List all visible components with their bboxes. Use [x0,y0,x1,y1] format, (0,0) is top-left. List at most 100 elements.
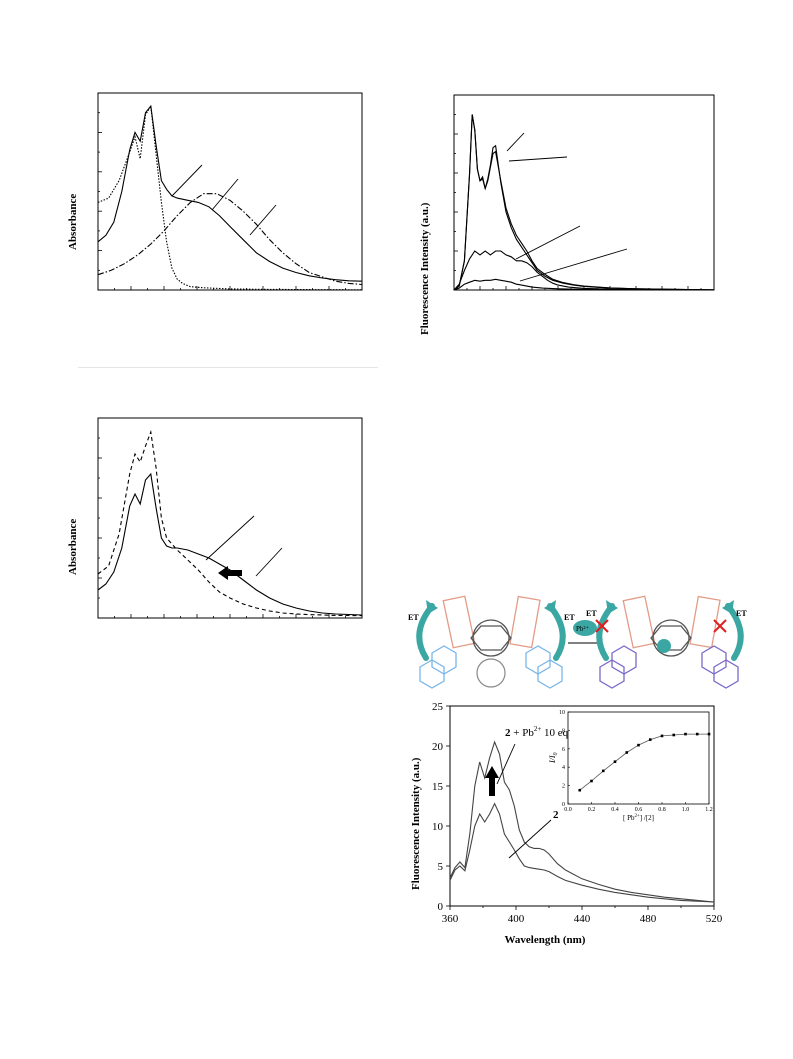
fl-main-annotation-complex: 2 + Pb2+ 10 eq [505,725,569,739]
et-label-right: ET [564,613,575,622]
abs-bot-frame [97,417,363,619]
inset-xtick-label: 0.8 [658,807,666,813]
inset-point [578,788,582,792]
inset-point [672,733,676,737]
inset-point [695,732,699,736]
inset-ytick-label: 8 [562,728,565,734]
right-molecule: ET ET [586,595,747,689]
section-divider [78,367,378,368]
abs-top-pointer-1 [171,164,203,197]
fl-main-xtick-label: 520 [706,913,723,925]
inset-xtick-label: 0.4 [611,807,619,813]
abs-bot-series-0 [97,429,363,617]
inset-ytick-label: 2 [562,784,565,790]
inset-point [660,734,664,738]
fl-main-pointer-free [508,819,552,859]
abs-bot-series-1 [97,472,363,616]
inset-frame [567,711,710,805]
inset-ytick-label: 6 [562,747,565,753]
inset-xlabel-pre: [ Pb [623,814,635,822]
fl-main-annotation-complex-text: + Pb [511,727,535,739]
inset-point [613,760,617,763]
fl-main-ytick-label: 5 [438,861,444,873]
fl-main-ytick-label: 20 [432,741,444,753]
inset-point [625,751,629,754]
pb-addition: Pb²⁺ [568,620,602,644]
fl-main-pointer-complex [496,743,516,785]
fl-main-panel: Fluorescence Intensity (a.u.) Wavelength… [405,700,735,950]
fl-top-pointer-1 [506,132,525,152]
abs-top-ylabel: Absorbance [67,194,79,250]
fl-top-pointer-2 [508,156,568,162]
inset-xtick-label: 0.6 [635,807,643,813]
inset-ytick-label: 0 [562,802,565,808]
pb-label: Pb²⁺ [576,625,589,633]
fl-main-series-1 [449,802,715,903]
et-scheme: ET ET Pb²⁺ ET [396,578,756,698]
fl-top-panel: Fluorescence Intensity (a.u.) [412,85,732,335]
inset-point [590,779,593,783]
inset-fit-line [579,733,709,791]
fl-main-series-0 [449,740,715,903]
abs-top-frame [97,92,363,291]
fl-main-ytick-label: 25 [432,701,444,713]
et-label-right-2: ET [736,609,747,618]
fl-top-series-1 [453,114,715,291]
inset-ylabel-main: I/I [548,755,557,764]
abs-top-panel: Absorbance [60,85,370,305]
inset-point [601,769,605,773]
inset-point [707,732,711,736]
abs-top-pointer-3 [249,204,277,236]
inset-xlabel-post: ] /[2] [640,814,654,822]
fl-top-pointer-3 [515,225,581,260]
fl-top-pointer-4 [519,248,628,282]
abs-bot-pointer-1 [205,515,255,561]
fl-main-annotation-complex-num: 2 [505,727,511,739]
inset-xtick-label: 1.2 [705,807,713,813]
left-molecule: ET ET [408,595,575,689]
fl-main-xtick-label: 400 [508,913,525,925]
inset-point [684,732,687,736]
abs-bot-pointer-2 [255,547,283,577]
fl-top-series-0 [453,114,715,291]
et-label-left-2: ET [586,609,597,618]
inset-xlabel: [ Pb2+] /[2] [623,814,654,822]
abs-top-series-1 [97,104,363,291]
fl-top-chart: Fluorescence Intensity (a.u.) [419,94,715,335]
fl-top-frame [453,94,715,291]
abs-top-pointer-2 [211,178,239,211]
inset-xtick-label: 0.0 [564,807,572,813]
inset-ylabel-sub: 0 [553,752,559,755]
fl-main-ytick-label: 10 [432,821,444,833]
fl-top-ylabel: Fluorescence Intensity (a.u.) [419,202,431,335]
abs-bottom-ylabel: Absorbance [67,519,79,575]
abs-top-series-2 [97,193,363,286]
abs-bottom-chart: Absorbance [67,417,363,619]
abs-top-chart: Absorbance [67,92,363,291]
fl-main-chart: Fluorescence Intensity (a.u.) Wavelength… [410,701,723,946]
inset-xtick-label: 0.2 [588,807,596,813]
abs-top-series-0 [97,104,363,282]
fl-main-xtick-label: 440 [574,913,591,925]
fl-main-annotation-complex-suffix: 10 eq [541,727,568,739]
fl-main-ylabel: Fluorescence Intensity (a.u.) [410,757,422,890]
inset-point [637,743,640,747]
fl-main-increase-arrow [485,766,499,796]
inset-ytick-label: 10 [559,710,565,716]
fl-main-ytick-label: 15 [432,781,444,793]
abs-bot-shift-arrow [218,566,242,580]
inset-ylabel: I/I0 [548,752,559,764]
inset-point [648,738,652,741]
fl-top-series-3 [453,278,715,291]
abs-bottom-panel: Absorbance [60,410,370,630]
inset-ytick-label: 4 [562,765,565,771]
fl-main-xlabel: Wavelength (nm) [505,934,586,946]
fl-main-xtick-label: 360 [442,913,459,925]
fl-main-xtick-label: 480 [640,913,657,925]
inset-xtick-label: 1.0 [682,807,690,813]
fl-top-series-2 [453,250,715,291]
inset-xlabel-sup: 2+ [634,814,640,819]
fl-main-ytick-label: 0 [438,901,444,913]
et-scheme-svg: ET ET Pb²⁺ ET [408,595,747,689]
et-label-left: ET [408,613,419,622]
